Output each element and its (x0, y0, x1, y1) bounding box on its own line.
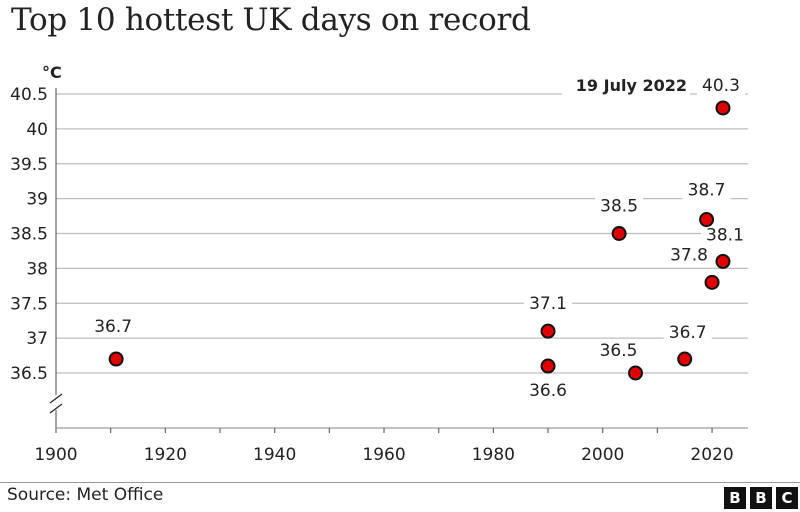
data-point (677, 351, 693, 367)
y-tick-label: 37.5 (10, 294, 48, 314)
footer-divider (0, 482, 800, 483)
axis-break-mark (49, 393, 63, 404)
data-point (611, 226, 627, 241)
bbc-logo-letter: B (750, 487, 772, 509)
y-tick-label: 40.5 (10, 85, 48, 105)
x-tick-label: 1920 (144, 445, 187, 465)
x-tick-label: 1900 (34, 445, 77, 465)
data-label: 36.5 (600, 341, 638, 361)
bbc-logo-letter: B (724, 487, 746, 509)
label-bg (682, 180, 731, 201)
y-tick-label: 39.5 (10, 155, 48, 175)
data-point (715, 253, 731, 269)
bbc-logo: B B C (724, 487, 798, 509)
data-point (540, 358, 556, 374)
y-tick-label: 37 (26, 329, 48, 349)
label-bg (562, 75, 690, 96)
y-axis-unit: °C (42, 63, 62, 82)
x-tick-label: 1980 (472, 445, 515, 465)
label-bg (524, 294, 573, 315)
x-tick-label: 1960 (362, 445, 405, 465)
source-text: Source: Met Office (7, 485, 164, 505)
data-point (699, 212, 715, 228)
label-bg (665, 245, 714, 266)
data-label: 37.8 (670, 245, 708, 265)
label-bg (696, 75, 745, 96)
data-label: 37.1 (529, 294, 567, 314)
data-point (715, 100, 731, 116)
x-tick-label: 2020 (690, 445, 733, 465)
y-tick-label: 36.5 (10, 364, 48, 384)
x-tick-label: 2000 (581, 445, 624, 465)
y-tick-label: 40 (26, 120, 48, 140)
data-point (704, 274, 720, 290)
axis-break-mark (49, 403, 63, 414)
label-bg (700, 225, 749, 246)
y-tick-label: 39 (26, 190, 48, 210)
data-label: 36.6 (529, 381, 567, 401)
annotation-label: 19 July 2022 (576, 76, 687, 95)
y-tick-label: 38 (26, 259, 48, 279)
label-bg (524, 381, 573, 402)
data-label: 38.5 (600, 197, 638, 217)
label-bg (595, 196, 644, 217)
data-label: 36.7 (669, 323, 707, 343)
bbc-logo-letter: C (776, 487, 798, 509)
data-point (108, 351, 124, 367)
label-bg (594, 341, 643, 361)
data-label: 36.7 (94, 317, 132, 337)
label-bg (89, 317, 138, 338)
data-label: 40.3 (702, 76, 740, 96)
y-tick-label: 38.5 (10, 225, 48, 245)
chart-title: Top 10 hottest UK days on record (11, 2, 531, 38)
data-label: 38.7 (688, 181, 726, 201)
x-tick-label: 1940 (253, 445, 296, 465)
label-bg (663, 323, 712, 344)
data-label: 38.1 (706, 225, 744, 245)
data-point (628, 365, 644, 381)
data-point (540, 323, 556, 339)
